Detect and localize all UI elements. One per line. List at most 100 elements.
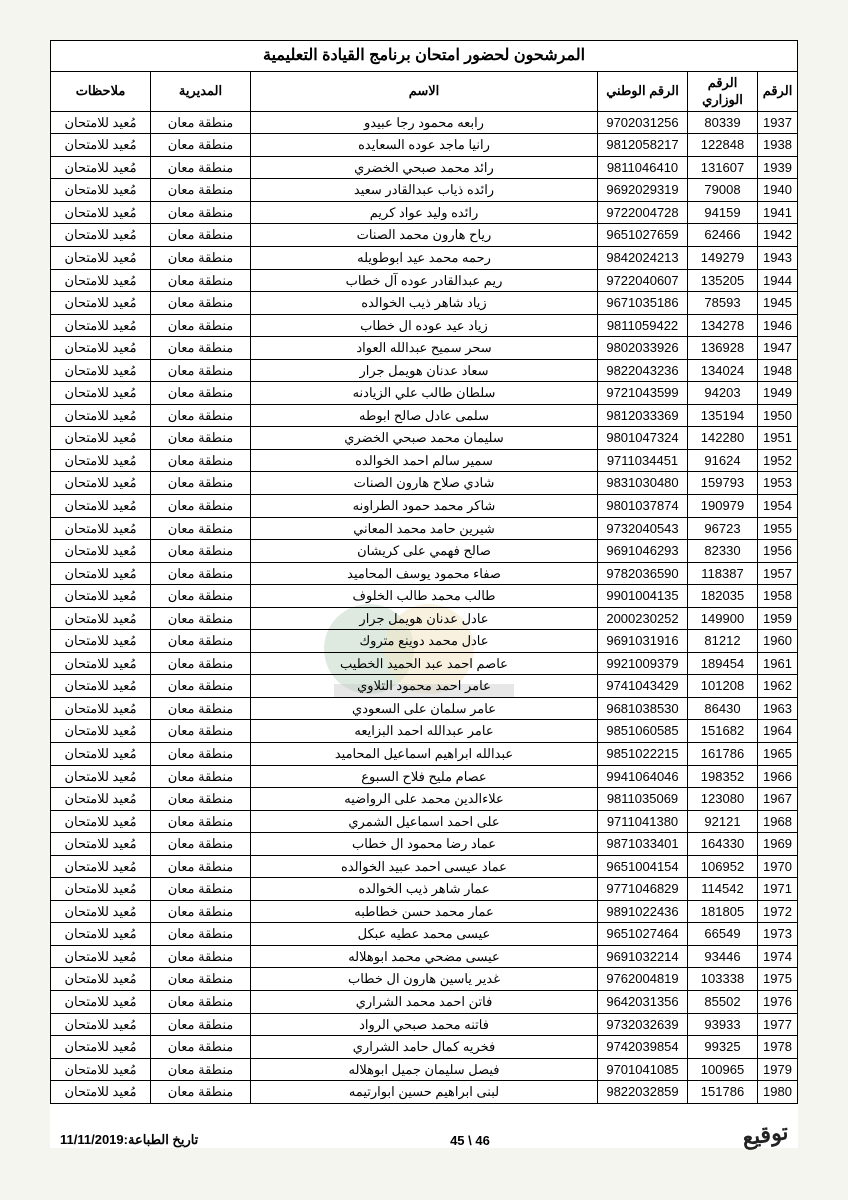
cell-national-no: 9681038530 [598,697,688,720]
cell-directorate: منطقة معان [151,517,251,540]
cell-name: سحر سميح عبدالله العواد [251,337,598,360]
col-national-no: الرقم الوطني [598,71,688,111]
cell-notes: مُعيد للامتحان [51,201,151,224]
cell-national-no: 9891022436 [598,900,688,923]
table-row: 19621012089741043429عامر احمد محمود التل… [51,675,798,698]
cell-ministry-no: 62466 [688,224,758,247]
page-footer: توقيع 46 \ 45 تاريخ الطباعة:11/11/2019 [50,1104,798,1148]
cell-directorate: منطقة معان [151,765,251,788]
cell-number: 1954 [758,494,798,517]
cell-number: 1952 [758,449,798,472]
cell-notes: مُعيد للامتحان [51,337,151,360]
col-name: الاسم [251,71,598,111]
cell-ministry-no: 122848 [688,134,758,157]
cell-number: 1975 [758,968,798,991]
cell-directorate: منطقة معان [151,743,251,766]
col-ministry-no: الرقم الوزاري [688,71,758,111]
cell-number: 1943 [758,246,798,269]
table-row: 19691643309871033401عماد رضا محمود ال خط… [51,833,798,856]
col-notes: ملاحظات [51,71,151,111]
cell-number: 1957 [758,562,798,585]
cell-notes: مُعيد للامتحان [51,945,151,968]
cell-notes: مُعيد للامتحان [51,314,151,337]
cell-directorate: منطقة معان [151,675,251,698]
cell-national-no: 9812033369 [598,404,688,427]
cell-name: سليمان محمد صبحي الخضري [251,427,598,450]
cell-ministry-no: 135205 [688,269,758,292]
cell-number: 1961 [758,652,798,675]
table-row: 1963864309681038530عامر سلمان على السعود… [51,697,798,720]
cell-national-no: 9842024213 [598,246,688,269]
cell-ministry-no: 151786 [688,1081,758,1104]
cell-number: 1971 [758,878,798,901]
candidates-table: المرشحون لحضور امتحان برنامج القيادة الت… [50,40,798,1104]
cell-notes: مُعيد للامتحان [51,743,151,766]
cell-name: سلمى عادل صالح ابوطه [251,404,598,427]
cell-directorate: منطقة معان [151,991,251,1014]
cell-directorate: منطقة معان [151,494,251,517]
cell-name: علاءالدين محمد على الرواضيه [251,788,598,811]
cell-notes: مُعيد للامتحان [51,630,151,653]
cell-national-no: 9801047324 [598,427,688,450]
cell-national-no: 9732032639 [598,1013,688,1036]
cell-name: فاتنه محمد صبحي الرواد [251,1013,598,1036]
cell-name: ريم عبدالقادر عوده آل خطاب [251,269,598,292]
cell-name: شيرين حامد محمد المعاني [251,517,598,540]
col-directorate: المديرية [151,71,251,111]
cell-notes: مُعيد للامتحان [51,833,151,856]
cell-directorate: منطقة معان [151,156,251,179]
cell-national-no: 9722004728 [598,201,688,224]
cell-name: عيسى محمد عطيه عبكل [251,923,598,946]
cell-name: سعاد عدنان هويمل جرار [251,359,598,382]
cell-name: عبدالله ابراهيم اسماعيل المحاميد [251,743,598,766]
cell-national-no: 9691031916 [598,630,688,653]
cell-directorate: منطقة معان [151,540,251,563]
cell-national-no: 9812058217 [598,134,688,157]
cell-name: غدير ياسين هارون ال خطاب [251,968,598,991]
cell-ministry-no: 99325 [688,1036,758,1059]
cell-notes: مُعيد للامتحان [51,449,151,472]
cell-number: 1950 [758,404,798,427]
table-row: 19571183879782036590صفاء محمود يوسف المح… [51,562,798,585]
cell-notes: مُعيد للامتحان [51,855,151,878]
cell-national-no: 9802033926 [598,337,688,360]
table-row: 1973665499651027464عيسى محمد عطيه عبكلمن… [51,923,798,946]
cell-number: 1959 [758,607,798,630]
cell-notes: مُعيد للامتحان [51,517,151,540]
cell-directorate: منطقة معان [151,201,251,224]
cell-directorate: منطقة معان [151,472,251,495]
cell-notes: مُعيد للامتحان [51,382,151,405]
table-row: 19461342789811059422زياد عيد عوده ال خطا… [51,314,798,337]
cell-notes: مُعيد للامتحان [51,900,151,923]
cell-number: 1976 [758,991,798,1014]
table-row: 19391316079811046410رائد محمد صبحي الخضر… [51,156,798,179]
cell-ministry-no: 142280 [688,427,758,450]
cell-name: فاتن احمد محمد الشراري [251,991,598,1014]
cell-number: 1980 [758,1081,798,1104]
cell-notes: مُعيد للامتحان [51,675,151,698]
cell-national-no: 9691046293 [598,540,688,563]
cell-number: 1944 [758,269,798,292]
cell-name: شاكر محمد حمود الطراونه [251,494,598,517]
table-row: 19381228489812058217رانيا ماجد عوده السع… [51,134,798,157]
table-row: 1941941599722004728رائده وليد عواد كريمم… [51,201,798,224]
cell-number: 1938 [758,134,798,157]
cell-name: عمار شاهر ذيب الخوالده [251,878,598,901]
cell-directorate: منطقة معان [151,111,251,134]
cell-national-no: 9771046829 [598,878,688,901]
cell-notes: مُعيد للامتحان [51,788,151,811]
cell-notes: مُعيد للامتحان [51,427,151,450]
cell-name: عماد رضا محمود ال خطاب [251,833,598,856]
cell-ministry-no: 66549 [688,923,758,946]
cell-ministry-no: 134024 [688,359,758,382]
cell-ministry-no: 81212 [688,630,758,653]
cell-directorate: منطقة معان [151,224,251,247]
cell-name: صفاء محمود يوسف المحاميد [251,562,598,585]
cell-ministry-no: 80339 [688,111,758,134]
table-title: المرشحون لحضور امتحان برنامج القيادة الت… [51,41,798,72]
cell-national-no: 9901004135 [598,585,688,608]
cell-name: زياد شاهر ذيب الخوالده [251,292,598,315]
cell-directorate: منطقة معان [151,1036,251,1059]
cell-name: عصام مليح فلاح السبوع [251,765,598,788]
cell-number: 1956 [758,540,798,563]
